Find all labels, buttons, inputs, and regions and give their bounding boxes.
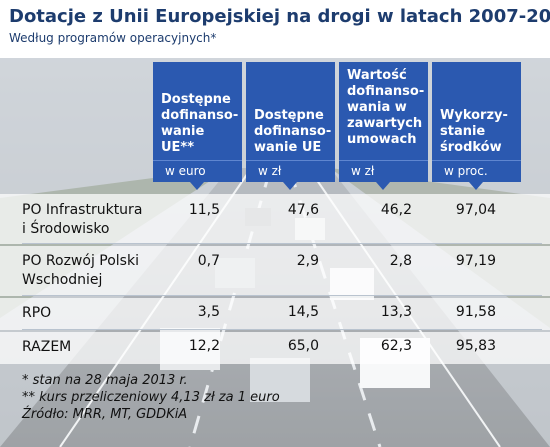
footnote: ** kurs przeliczeniowy 4,13 zł za 1 euro (22, 390, 280, 405)
table-row: PO Infrastruktura i Środowisko 11,5 47,6… (0, 194, 550, 244)
column-header-eu-funding-eur: Dostępne dofinanso-wanie UE** (153, 62, 242, 160)
table-row: RPO 3,5 14,5 13,3 91,58 (0, 298, 550, 330)
column-header-label: Wykorzy-stanie środków (440, 108, 508, 155)
table-row-total: RAZEM 12,2 65,0 62,3 95,83 (0, 332, 550, 364)
row-name: RPO (22, 305, 52, 321)
column-unit: w zł (246, 160, 335, 182)
page-subtitle: Według programów operacyjnych* (9, 31, 217, 45)
column-header-label: Wartość dofinanso-wania w zawartych umow… (347, 68, 425, 147)
row-name: PO Infrastruktura i Środowisko (22, 201, 142, 239)
row-value: 95,83 (455, 338, 496, 354)
table-row: PO Rozwój Polski Wschodniej 0,7 2,9 2,8 … (0, 246, 550, 296)
row-value: 91,58 (455, 304, 496, 320)
row-name-line: PO Rozwój Polski (22, 253, 139, 269)
row-value: 0,7 (197, 253, 220, 269)
row-divider (22, 243, 542, 244)
column-pointer (283, 182, 297, 190)
row-value: 46,2 (380, 202, 412, 218)
column-pointer (190, 182, 204, 190)
header: Dotacje z Unii Europejskiej na drogi w l… (0, 0, 550, 58)
footnote: * stan na 28 maja 2013 r. (22, 373, 188, 388)
row-name-line: i Środowisko (22, 221, 110, 237)
row-value: 97,04 (455, 202, 496, 218)
row-value: 62,3 (380, 338, 412, 354)
row-value: 65,0 (287, 338, 319, 354)
row-value: 13,3 (380, 304, 412, 320)
row-name: PO Rozwój Polski Wschodniej (22, 252, 139, 290)
column-pointer (469, 182, 483, 190)
row-value: 2,9 (296, 253, 319, 269)
column-header-utilization: Wykorzy-stanie środków (432, 62, 521, 160)
source-note: Źródło: MRR, MT, GDDKiA (22, 407, 188, 422)
column-unit: w zł (339, 160, 428, 182)
footnotes: * stan na 28 maja 2013 r. ** kurs przeli… (22, 372, 280, 423)
row-value: 47,6 (287, 202, 319, 218)
row-divider (22, 295, 542, 296)
row-name-line: Wschodniej (22, 272, 103, 288)
row-name-line: PO Infrastruktura (22, 202, 143, 218)
row-value: 12,2 (188, 338, 220, 354)
column-header-contracted-value: Wartość dofinanso-wania w zawartych umow… (339, 62, 428, 160)
page-title: Dotacje z Unii Europejskiej na drogi w l… (9, 6, 550, 27)
row-value: 97,19 (455, 253, 496, 269)
column-header-eu-funding-pln: Dostępne dofinanso-wanie UE (246, 62, 335, 160)
column-header-label: Dostępne dofinanso-wanie UE** (161, 92, 239, 155)
column-pointer (376, 182, 390, 190)
row-divider (22, 329, 542, 330)
row-value: 2,8 (389, 253, 412, 269)
row-name: RAZEM (22, 339, 72, 355)
column-header-label: Dostępne dofinanso-wanie UE (254, 108, 332, 155)
column-unit: w euro (153, 160, 242, 182)
row-value: 14,5 (287, 304, 319, 320)
column-unit: w proc. (432, 160, 521, 182)
row-value: 11,5 (188, 202, 220, 218)
row-value: 3,5 (197, 304, 220, 320)
